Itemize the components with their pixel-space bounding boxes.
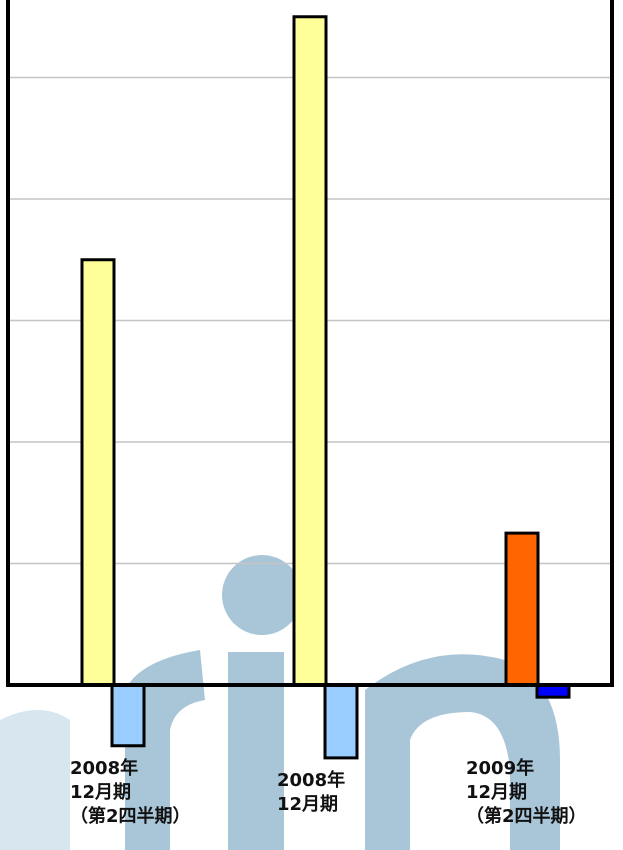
category-label-2-line-1: 2008年 [277, 770, 346, 791]
category-label-3-line-1: 2009年 [466, 758, 535, 779]
bar-series-1-category-2 [292, 15, 328, 687]
watermark-stem [228, 652, 284, 850]
category-label-3-line-3: （第2四半期） [466, 806, 587, 827]
bar-series-2-category-1 [110, 683, 146, 748]
watermark-letter-e [0, 710, 70, 850]
category-label-1: 2008年 12月期 （第2四半期） [70, 757, 191, 829]
category-label-2: 2008年 12月期 [277, 769, 345, 817]
bar-series-1-category-3 [504, 531, 540, 687]
watermark-letter-n [365, 654, 560, 850]
bars [80, 15, 571, 760]
category-label-1-line-1: 2008年 [70, 758, 139, 779]
axes [6, 0, 614, 687]
category-label-2-line-2: 12月期 [277, 794, 339, 815]
bar-series-1-category-1 [80, 258, 116, 687]
category-label-1-line-3: （第2四半期） [70, 806, 191, 827]
category-label-3-line-2: 12月期 [466, 782, 528, 803]
watermark-dot [222, 555, 302, 635]
category-label-1-line-2: 12月期 [70, 782, 132, 803]
bar-series-2-category-2 [323, 683, 359, 760]
category-label-3: 2009年 12月期 （第2四半期） [466, 757, 587, 829]
